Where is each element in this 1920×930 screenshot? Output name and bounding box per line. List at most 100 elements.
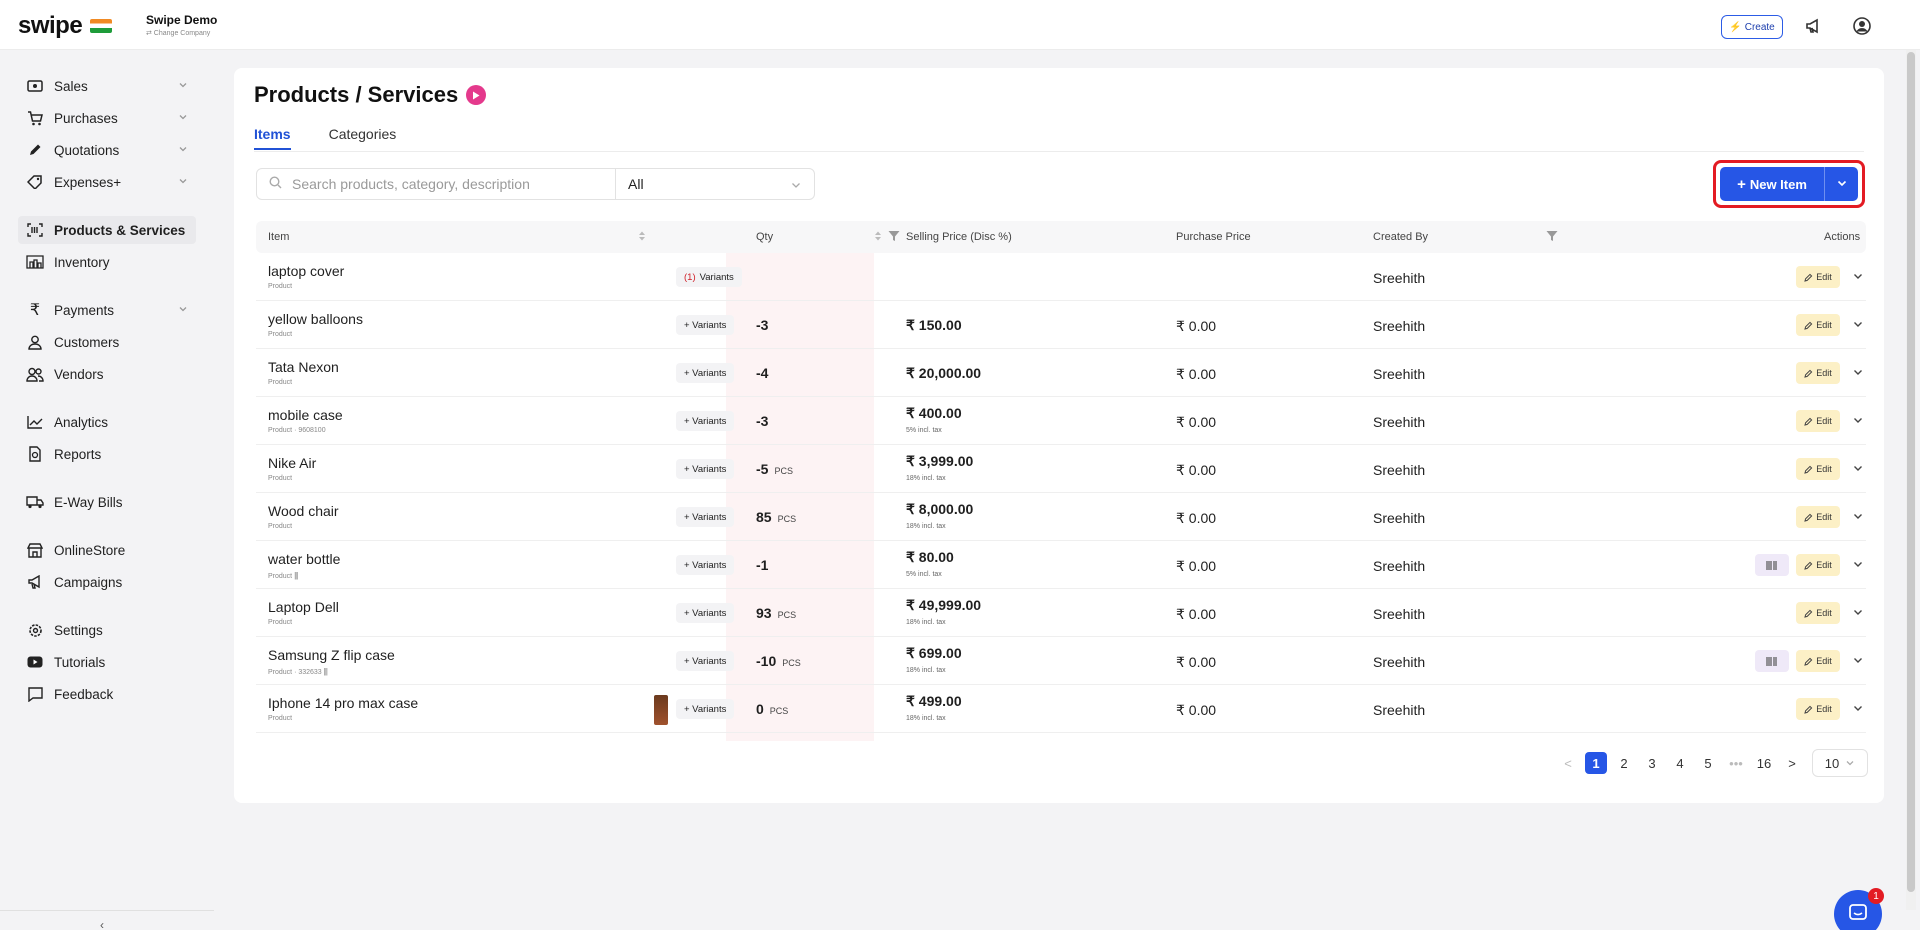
item-name[interactable]: Samsung Z flip case [268,647,395,663]
sidebar-item-sales[interactable]: Sales [18,72,196,100]
sidebar-item-analytics[interactable]: Analytics [18,408,196,436]
page-5-button[interactable]: 5 [1704,755,1712,771]
sidebar-item-settings[interactable]: Settings [18,616,196,644]
item-name[interactable]: Iphone 14 pro max case [268,695,419,711]
table-row[interactable]: Wood chair Product + Variants 85 PCS ₹ 8,000.… [256,493,1866,541]
barcode-button[interactable] [1755,650,1789,672]
sidebar-item-expenses[interactable]: Expenses+ [18,168,196,196]
add-variants-button[interactable]: + Variants [676,603,735,623]
table-row[interactable]: Laptop Dell Product + Variants 93 PCS ₹ 49,99… [256,589,1866,637]
row-actions-chevron-icon[interactable] [1852,702,1864,717]
create-button[interactable]: ⚡ Create [1721,15,1783,39]
table-row[interactable]: yellow balloons Product + Variants -3 ₹ 150.… [256,301,1866,349]
item-name[interactable]: Tata Nexon [268,359,339,375]
add-variants-button[interactable]: + Variants [676,315,735,335]
add-variants-button[interactable]: + Variants [676,699,735,719]
sidebar-item-payments[interactable]: ₹ Payments [18,296,196,324]
user-account-icon[interactable] [1851,15,1873,37]
company-switcher[interactable]: Swipe Demo ⇄ Change Company [146,13,217,37]
purchase-price: ₹ 0.00 [1176,702,1217,718]
page-size-select[interactable]: 10 [1812,749,1868,777]
edit-button[interactable]: Edit [1796,506,1840,528]
table-row[interactable]: Tata Nexon Product + Variants -4 ₹ 20,000.00… [256,349,1866,397]
edit-button[interactable]: Edit [1796,458,1840,480]
row-actions-chevron-icon[interactable] [1852,654,1864,669]
edit-button[interactable]: Edit [1796,650,1840,672]
tab-items[interactable]: Items [254,126,291,150]
item-name[interactable]: laptop cover [268,263,345,279]
sort-icon[interactable] [638,230,646,245]
table-row[interactable]: Samsung Z flip case Product · 332633 ||| +… [256,637,1866,685]
item-name[interactable]: Wood chair [268,503,339,519]
edit-button[interactable]: Edit [1796,602,1840,624]
sidebar-item-onlinestore[interactable]: OnlineStore [18,536,196,564]
page-1-button[interactable]: 1 [1582,751,1610,775]
add-variants-button[interactable]: + Variants [676,507,735,527]
sidebar-item-vendors[interactable]: Vendors [18,360,196,388]
table-row[interactable]: water bottle Product ||| + Variants -1 ₹ 80.… [256,541,1866,589]
table-row[interactable]: Iphone 14 pro max case Product + Variants 0… [256,685,1866,733]
scrollbar-thumb[interactable] [1907,52,1915,892]
add-variants-button[interactable]: + Variants [676,363,735,383]
sidebar-item-quotations[interactable]: Quotations [18,136,196,164]
edit-button[interactable]: Edit [1796,554,1840,576]
row-actions-chevron-icon[interactable] [1852,366,1864,381]
search-input[interactable] [292,176,592,192]
sidebar-collapse-button[interactable]: ‹ [100,918,104,930]
sidebar-item-products-services[interactable]: Products & Services [18,216,196,244]
edit-button[interactable]: Edit [1796,698,1840,720]
table-row[interactable]: Nike Air Product + Variants -5 PCS ₹ 3,999.00… [256,445,1866,493]
edit-button[interactable]: Edit [1796,410,1840,432]
row-actions-chevron-icon[interactable] [1852,270,1864,285]
next-page-button[interactable]: > [1788,755,1796,771]
filter-funnel-icon[interactable] [1546,230,1558,245]
sidebar-item-tutorials[interactable]: Tutorials [18,648,196,676]
announcement-megaphone-icon[interactable] [1803,15,1825,37]
add-variants-button[interactable]: + Variants [676,651,735,671]
filter-funnel-icon[interactable] [888,230,900,245]
new-item-dropdown-button[interactable] [1824,167,1858,201]
product-thumbnail[interactable] [654,695,668,725]
item-name[interactable]: water bottle [268,551,341,567]
page-4-button[interactable]: 4 [1676,755,1684,771]
barcode-button[interactable] [1755,554,1789,576]
sidebar-item-purchases[interactable]: Purchases [18,104,196,132]
row-actions-chevron-icon[interactable] [1852,318,1864,333]
prev-page-button[interactable]: < [1564,755,1572,771]
sidebar-item-inventory[interactable]: Inventory [18,248,196,276]
swipe-logo[interactable]: swipe [18,12,113,40]
tab-categories[interactable]: Categories [328,126,397,142]
page-16-button[interactable]: 16 [1756,755,1772,771]
item-name[interactable]: Nike Air [268,455,317,471]
jump-next-ellipsis[interactable]: ••• [1729,755,1743,771]
table-row[interactable]: mobile case Product · 9608100 + Variants -3… [256,397,1866,445]
row-actions-chevron-icon[interactable] [1852,462,1864,477]
new-item-button[interactable]: + New Item [1720,167,1824,201]
edit-button[interactable]: Edit [1796,362,1840,384]
sidebar-item-eway-bills[interactable]: E-Way Bills [18,488,196,516]
add-variants-button[interactable]: + Variants [676,555,735,575]
sidebar-item-customers[interactable]: Customers [18,328,196,356]
sidebar-item-feedback[interactable]: Feedback [18,680,196,708]
item-name[interactable]: Laptop Dell [268,599,339,615]
change-company-link[interactable]: ⇄ Change Company [146,30,211,37]
sidebar-item-reports[interactable]: Reports [18,440,196,468]
sidebar-item-campaigns[interactable]: Campaigns [18,568,196,596]
category-filter-select[interactable]: All [615,168,815,200]
row-actions-chevron-icon[interactable] [1852,510,1864,525]
edit-button[interactable]: Edit [1796,266,1840,288]
row-actions-chevron-icon[interactable] [1852,414,1864,429]
row-actions-chevron-icon[interactable] [1852,558,1864,573]
edit-button[interactable]: Edit [1796,314,1840,336]
variants-button[interactable]: (1) Variants [676,267,742,287]
row-actions-chevron-icon[interactable] [1852,606,1864,621]
page-3-button[interactable]: 3 [1648,755,1656,771]
item-name[interactable]: mobile case [268,407,343,423]
add-variants-button[interactable]: + Variants [676,459,735,479]
page-2-button[interactable]: 2 [1620,755,1628,771]
item-name[interactable]: yellow balloons [268,311,363,327]
sort-icon[interactable] [874,230,882,245]
add-variants-button[interactable]: + Variants [676,411,735,431]
table-row[interactable]: laptop cover Product (1) Variants Sreehith Ed… [256,253,1866,301]
play-tutorial-icon[interactable] [466,85,487,105]
